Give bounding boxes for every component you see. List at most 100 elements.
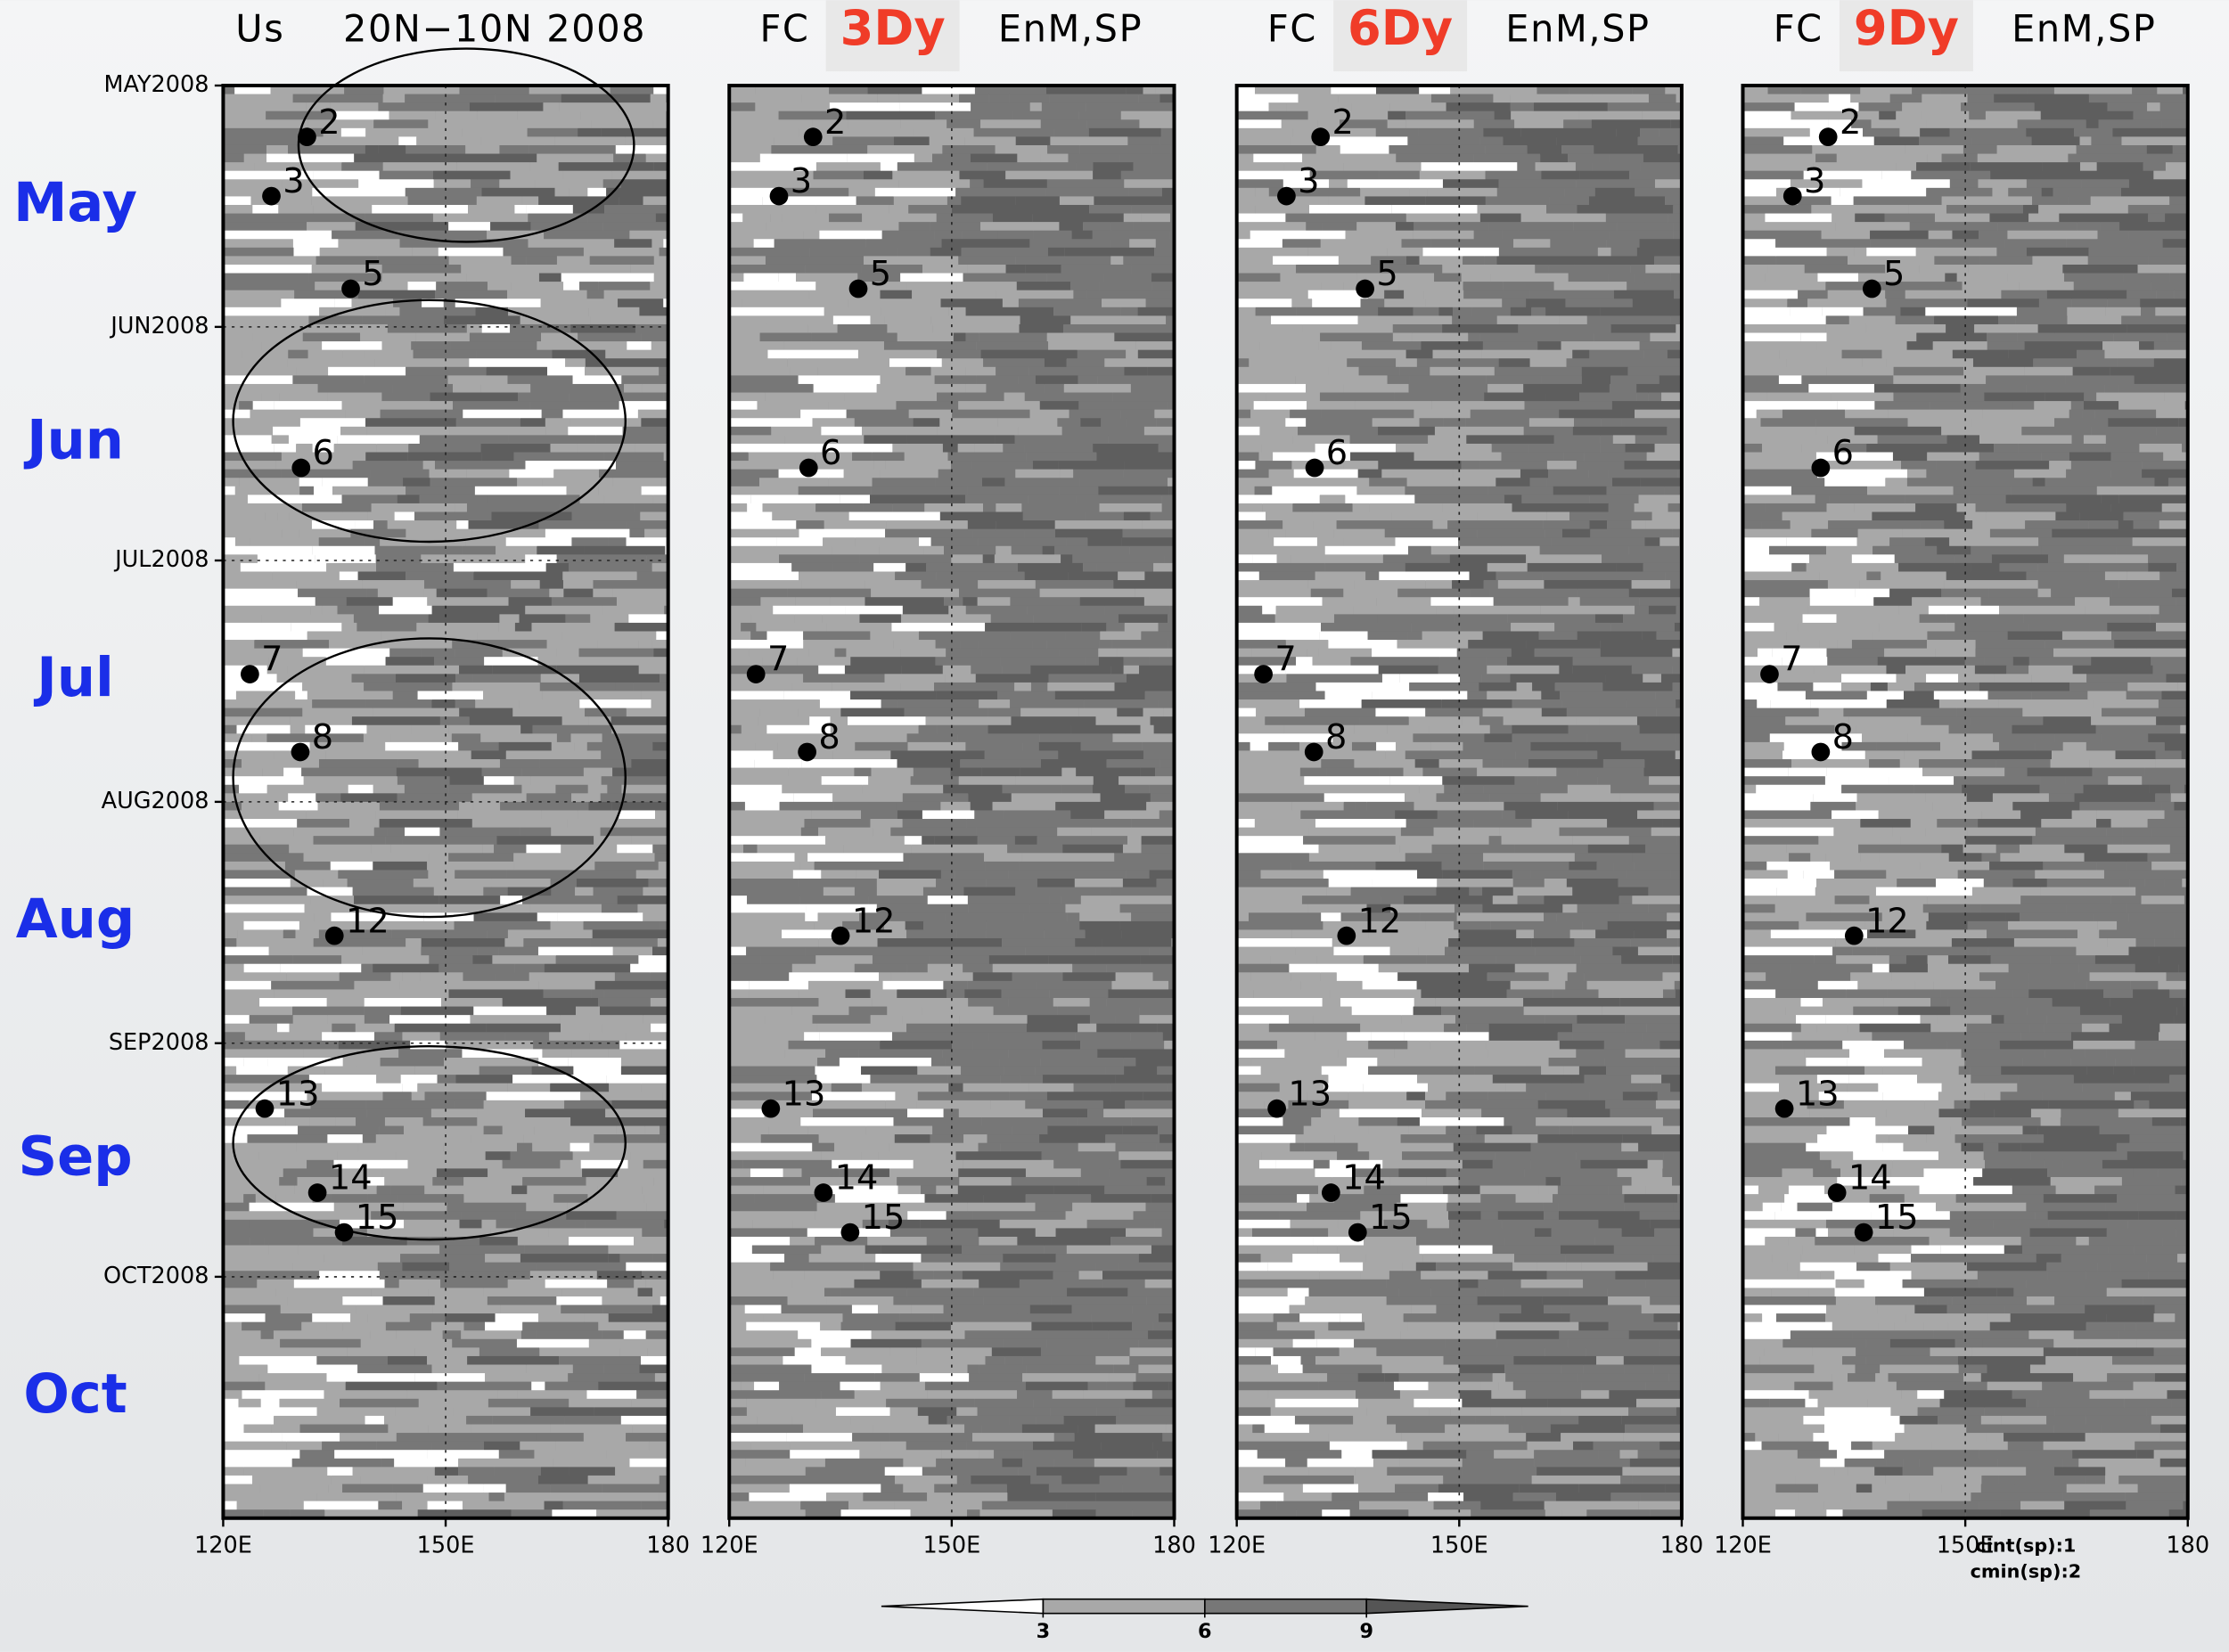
field-streak [983,853,1022,863]
field-streak [431,699,455,709]
field-streak [261,341,323,351]
field-streak [978,580,1036,590]
field-streak [1611,401,1682,411]
field-streak [365,127,463,138]
field-streak [1898,562,1971,573]
field-streak [1646,452,1682,462]
field-streak [430,392,519,402]
field-streak [962,230,998,241]
field-streak [1122,844,1142,855]
field-streak [1817,273,1859,282]
field-streak [826,1493,864,1502]
field-streak [1527,562,1617,573]
field-streak [906,282,957,291]
field-streak [979,1279,1020,1289]
field-streak [1315,443,1397,454]
field-streak [1365,1254,1423,1264]
field-streak [1236,503,1263,513]
field-streak [294,870,339,879]
field-streak [1597,750,1676,760]
field-streak [818,1134,895,1144]
field-streak [1236,657,1297,667]
field-streak [223,545,313,556]
field-streak [257,554,316,564]
field-streak [500,1304,561,1314]
field-streak [1314,750,1386,760]
field-streak [1742,349,1780,360]
field-streak [1368,1125,1409,1135]
field-streak [1236,699,1300,709]
field-streak [865,946,946,956]
field-streak [252,332,303,342]
field-streak [1634,929,1668,939]
field-streak [2034,401,2071,411]
field-streak [428,614,500,624]
field-streak [1143,707,1164,717]
field-streak [294,290,358,300]
field-streak [663,392,668,402]
field-streak [1236,520,1283,530]
field-streak [824,1288,841,1297]
field-streak [381,264,462,274]
field-streak [877,938,932,948]
field-streak [496,545,537,556]
field-streak [223,85,235,95]
field-streak [1101,1441,1153,1452]
field-streak [1515,750,1598,760]
field-streak [1268,528,1286,539]
field-streak [1650,1296,1682,1306]
field-streak [299,1450,335,1460]
field-streak [1463,1441,1528,1452]
field-streak [1236,315,1272,325]
field-streak [1299,767,1327,777]
field-streak [1153,562,1175,573]
field-streak [1567,972,1585,982]
field-streak [398,1049,463,1059]
field-streak [302,332,361,342]
field-streak [986,929,1045,939]
field-streak [729,588,788,598]
field-streak [1044,1245,1067,1255]
field-streak [626,1032,668,1042]
field-streak [1122,879,1157,888]
field-streak [522,1176,586,1187]
field-streak [1578,1321,1609,1332]
field-streak [477,946,499,956]
field-streak [2041,452,2069,462]
field-streak [584,1313,609,1323]
field-streak [1640,1493,1682,1502]
field-streak [472,674,541,683]
field-streak [1870,230,1929,241]
field-streak [1480,1194,1516,1204]
field-streak [963,273,1047,282]
field-streak [1648,887,1682,896]
field-streak [313,486,333,496]
field-streak [427,1501,463,1511]
field-streak [1510,102,1534,112]
field-streak [466,1415,493,1426]
field-streak [1561,1509,1587,1519]
field-streak [659,1475,668,1485]
field-streak [1236,545,1325,556]
field-streak [825,836,905,846]
field-streak [223,127,303,138]
field-streak [1503,136,1557,146]
field-streak [527,127,578,138]
field-streak [1641,1304,1682,1314]
field-streak [1826,503,1855,513]
field-streak [1496,1330,1560,1340]
field-streak [1002,1458,1023,1468]
field-streak [498,741,552,752]
field-streak [906,1441,967,1452]
field-streak [483,1484,506,1493]
field-streak [1102,1271,1175,1280]
field-streak [1372,879,1438,888]
field-streak [1559,827,1651,837]
field-streak [1526,640,1601,650]
field-streak [1546,478,1613,487]
field-streak [861,1151,879,1161]
field-streak [1147,366,1175,377]
field-streak [1087,1108,1104,1118]
field-streak [2096,486,2188,496]
field-streak [1298,94,1339,103]
